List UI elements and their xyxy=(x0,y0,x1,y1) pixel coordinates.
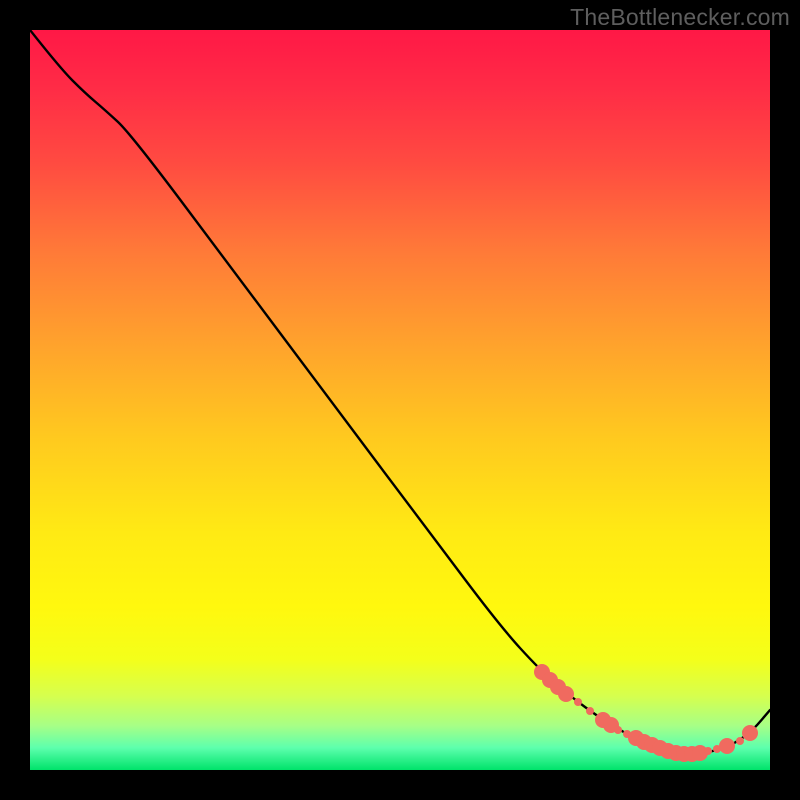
bead-marker xyxy=(704,747,712,755)
chart-overlay xyxy=(30,30,770,770)
bead-markers xyxy=(534,664,758,762)
chart-frame: TheBottlenecker.com xyxy=(0,0,800,800)
bead-marker xyxy=(719,738,735,754)
bead-marker xyxy=(736,737,744,745)
bead-marker xyxy=(742,725,758,741)
bead-marker xyxy=(614,726,622,734)
bead-marker xyxy=(558,686,574,702)
bottleneck-curve xyxy=(30,30,770,754)
plot-area xyxy=(30,30,770,770)
bead-marker xyxy=(574,698,582,706)
watermark-text: TheBottlenecker.com xyxy=(570,4,790,31)
bead-marker xyxy=(586,707,594,715)
